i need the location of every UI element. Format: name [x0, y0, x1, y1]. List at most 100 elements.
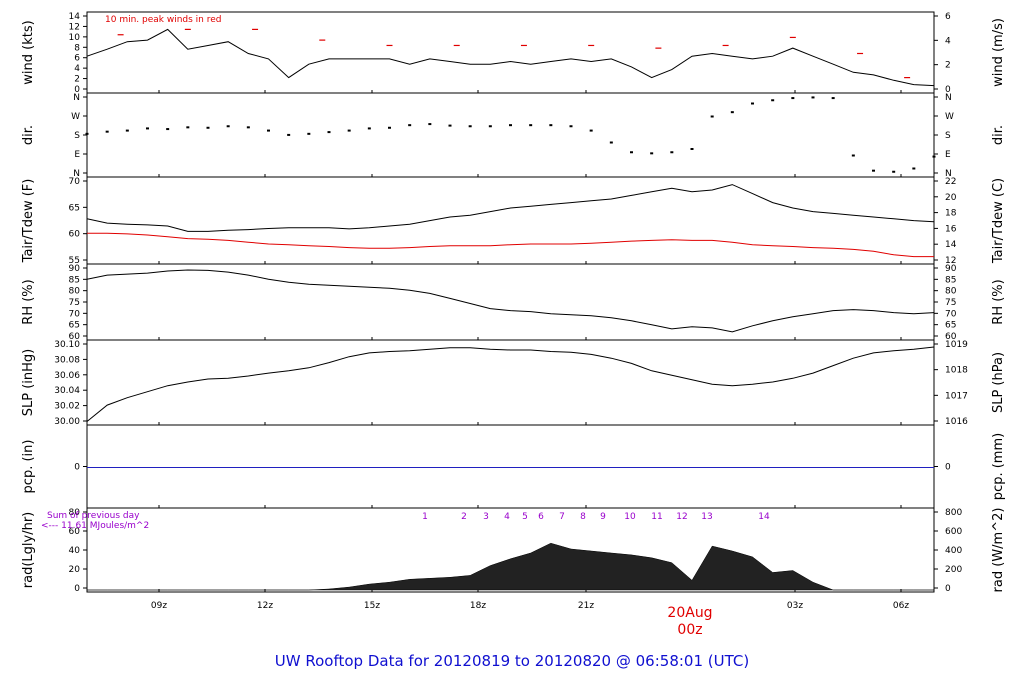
y-tick-label-right: 14	[945, 240, 957, 250]
y-tick-label-right: 0	[945, 463, 951, 473]
y-tick-label-left: 60	[69, 332, 81, 342]
x-tick-label: 09z	[151, 601, 167, 611]
y-tick-label-left: 2	[74, 75, 80, 85]
wind-dir-point	[831, 97, 835, 100]
wind-dir-point	[388, 126, 391, 129]
sun-hour-label: 10	[624, 512, 636, 522]
wind-dir-point	[609, 141, 613, 144]
y-axis-label-right: dir.	[991, 125, 1006, 145]
y-tick-label-right: 60	[945, 332, 957, 342]
y-tick-label-left: N	[73, 93, 80, 103]
wind-dir-point	[468, 125, 472, 128]
wind-dir-point	[650, 152, 654, 155]
radiation-area	[87, 542, 934, 591]
y-tick-label-right: N	[945, 93, 952, 103]
wind-dir-point	[932, 155, 936, 158]
sun-hour-label: 6	[538, 512, 544, 522]
y-tick-label-left: S	[74, 131, 80, 141]
wind-dir-point	[408, 124, 412, 127]
y-tick-label-left: 30.04	[54, 386, 80, 396]
y-tick-label-left: 80	[69, 287, 81, 297]
y-tick-label-left: 0	[74, 584, 80, 594]
x-tick-label: 21z	[578, 601, 594, 611]
y-tick-label-left: 85	[69, 275, 80, 285]
sun-hour-label: 5	[522, 512, 528, 522]
y-axis-label-left: rad(Lgly/hr)	[21, 512, 36, 588]
wind-dir-point	[488, 125, 492, 128]
y-axis-label-left: wind (kts)	[21, 20, 36, 84]
y-tick-label-left: 0	[74, 85, 80, 95]
y-tick-label-right: 400	[945, 546, 962, 556]
y-tick-label-right: 200	[945, 565, 962, 575]
y-tick-label-left: 30.02	[54, 402, 80, 412]
x-tick-label: 15z	[364, 601, 380, 611]
wind-dir-point	[206, 126, 210, 129]
wind-dir-point	[851, 154, 855, 157]
y-tick-label-left: 20	[69, 565, 81, 575]
y-tick-label-right: 1017	[945, 391, 968, 401]
y-tick-label-right: S	[945, 131, 951, 141]
y-tick-label-right: 16	[945, 224, 957, 234]
y-tick-label-left: 40	[69, 546, 81, 556]
y-tick-label-left: 4	[74, 64, 80, 74]
y-axis-label-left: dir.	[21, 125, 36, 145]
y-axis-label-right: rad (W/m^2)	[991, 508, 1006, 593]
wind-line-series-0	[86, 28, 935, 87]
y-tick-label-left: 75	[69, 298, 80, 308]
y-tick-label-right: 22	[945, 177, 956, 187]
sun-hour-label: 7	[559, 512, 565, 522]
y-axis-label-right: pcp. (mm)	[991, 433, 1006, 500]
sun-hour-label: 3	[483, 512, 489, 522]
wind-dir-point	[912, 167, 916, 170]
y-tick-label-left: 30.06	[54, 371, 80, 381]
y-tick-label-right: 80	[945, 287, 957, 297]
y-tick-label-right: E	[945, 150, 951, 160]
y-tick-label-right: 70	[945, 309, 957, 319]
wind-dir-point	[428, 123, 432, 126]
y-tick-label-right: 6	[945, 12, 951, 22]
y-tick-label-left: 6	[74, 54, 80, 64]
panel-pcp: 0 0 pcp. (in) pcp. (mm)	[21, 424, 1006, 509]
y-tick-label-right: 1018	[945, 366, 968, 376]
wind-dir-point	[630, 151, 633, 154]
y-tick-label-left: 70	[69, 177, 81, 187]
y-axis-label-right: wind (m/s)	[991, 18, 1006, 87]
y-tick-label-right: 20	[945, 193, 957, 203]
y-axis-label-right: RH (%)	[991, 279, 1006, 324]
y-tick-label-left: 60	[69, 527, 81, 537]
panel-slp: 30.00 30.02 30.04 30.06 30.08 30.10 1016 1017 10…	[21, 339, 1006, 427]
y-tick-label-right: N	[945, 169, 952, 179]
y-tick-label-right: 1019	[945, 340, 968, 350]
sun-hour-label: 4	[504, 512, 510, 522]
y-tick-label-right: 600	[945, 527, 962, 537]
y-tick-label-left: 65	[69, 203, 80, 213]
y-tick-label-left: 90	[69, 264, 81, 274]
wind-dir-point	[751, 102, 754, 105]
x-tick-label: 12z	[257, 601, 273, 611]
y-axis-label-left: pcp. (in)	[21, 440, 36, 494]
y-tick-label-right: 18	[945, 209, 957, 219]
y-tick-label-right: W	[945, 112, 954, 122]
x-tick-label: 06z	[893, 601, 909, 611]
wind-dir-point	[226, 125, 230, 128]
wind-dir-point	[690, 148, 694, 150]
rh-line-series-0	[86, 269, 935, 333]
y-axis-label-right: Tair/Tdew (C)	[991, 178, 1006, 264]
wind-dir-point	[246, 126, 250, 129]
y-tick-label-right: 65	[945, 321, 956, 331]
y-tick-label-right: 12	[945, 256, 956, 266]
wind-dir-point	[166, 128, 170, 131]
y-tick-label-left: 80	[69, 508, 81, 518]
wind-dir-point	[347, 129, 351, 132]
wind-dir-point	[125, 129, 129, 132]
wind-dir-point	[710, 115, 714, 118]
y-tick-label-left: 60	[69, 230, 81, 240]
y-tick-label-right: 2	[945, 61, 951, 71]
y-tick-label-left: 8	[74, 43, 80, 53]
y-tick-label-left: 30.00	[54, 417, 80, 427]
sun-hour-label: 2	[461, 512, 467, 522]
wind-dir-point	[892, 170, 896, 173]
